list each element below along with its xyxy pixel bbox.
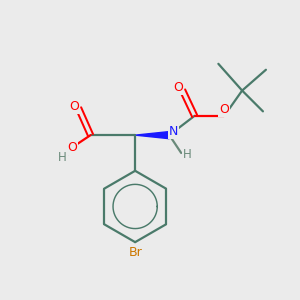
Text: O: O xyxy=(69,100,79,113)
Text: O: O xyxy=(173,81,183,94)
Text: N: N xyxy=(169,125,178,138)
Text: O: O xyxy=(219,103,229,116)
Polygon shape xyxy=(135,132,169,139)
Text: H: H xyxy=(58,151,67,164)
Text: O: O xyxy=(67,140,77,154)
Text: H: H xyxy=(183,148,191,161)
Text: Br: Br xyxy=(128,246,142,259)
